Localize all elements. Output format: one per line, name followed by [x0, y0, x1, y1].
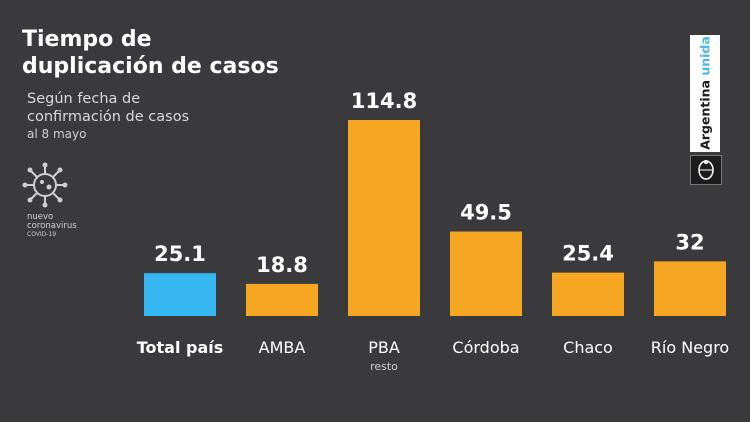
subtitle-line-1: Según fecha de [27, 91, 141, 107]
value-label-3: 49.5 [460, 200, 512, 224]
bar-1 [246, 283, 318, 316]
virus-icon [22, 162, 68, 208]
logo-line-2: coronavirus [27, 221, 77, 231]
bar-5 [654, 261, 726, 316]
covid-logo-text: nuevo coronavirus COVID-19 [27, 213, 77, 239]
category-sublabel-2: resto [370, 360, 398, 373]
title-line-1: Tiempo de [22, 27, 152, 52]
value-label-1: 18.8 [256, 253, 308, 277]
brand-word-2: unida [697, 36, 713, 76]
category-label-0: Total país [137, 338, 224, 357]
coat-of-arms-icon [690, 155, 722, 185]
category-label-3: Córdoba [452, 338, 519, 357]
bar-0 [144, 273, 216, 316]
brand-box: Argentina unida [690, 35, 720, 152]
bar-3 [450, 231, 522, 316]
brand-text: Argentina unida [698, 36, 713, 150]
logo-line-1: nuevo [27, 212, 54, 222]
value-label-0: 25.1 [154, 242, 206, 266]
brand-word-1: Argentina [697, 80, 713, 150]
bar-2 [348, 120, 420, 316]
argentina-unida-brand: Argentina unida [690, 35, 722, 185]
value-label-5: 32 [675, 230, 704, 254]
bar-4 [552, 272, 624, 316]
subtitle: Según fecha de confirmación de casos [27, 90, 227, 126]
category-label-4: Chaco [563, 338, 613, 357]
category-label-2: PBA [368, 338, 400, 357]
value-label-2: 114.8 [351, 89, 417, 113]
page-title: Tiempo de duplicación de casos [22, 26, 282, 80]
value-label-4: 25.4 [562, 242, 614, 266]
category-label-1: AMBA [259, 338, 306, 357]
subtitle-line-2: confirmación de casos [27, 109, 190, 125]
logo-line-3: COVID-19 [27, 231, 57, 238]
title-line-2: duplicación de casos [22, 54, 279, 79]
date-note: al 8 mayo [27, 127, 87, 141]
category-label-5: Río Negro [651, 338, 729, 357]
